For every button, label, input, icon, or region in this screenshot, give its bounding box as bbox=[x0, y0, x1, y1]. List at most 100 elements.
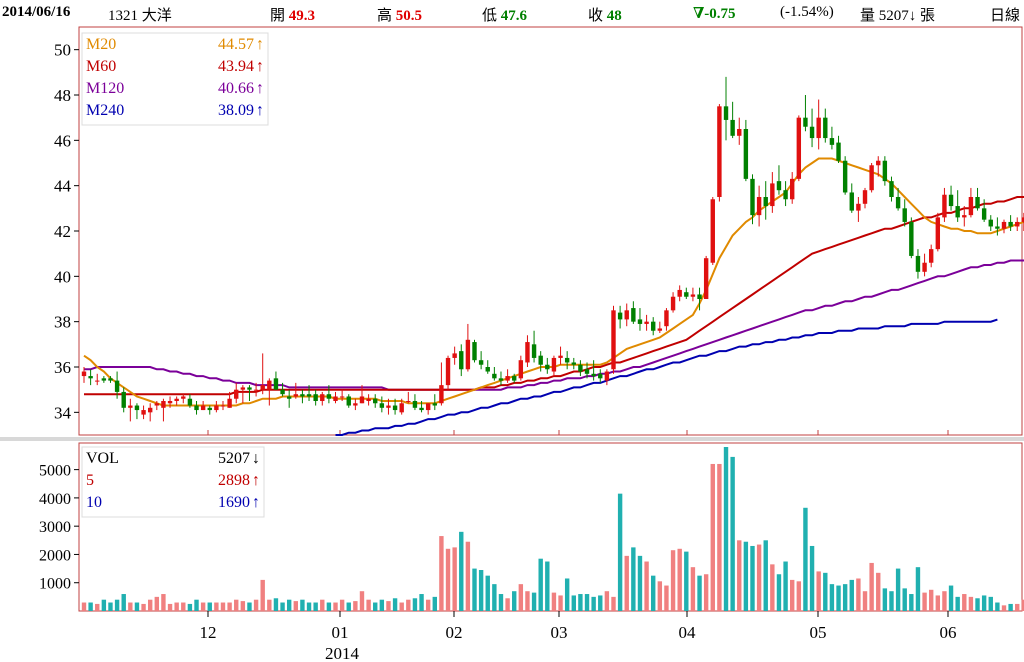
candle-body bbox=[697, 294, 702, 299]
volume-bar bbox=[763, 540, 768, 611]
candle-up bbox=[677, 285, 682, 302]
candle-body bbox=[359, 396, 365, 404]
candle-body bbox=[895, 197, 901, 209]
volume-bar bbox=[419, 594, 424, 611]
candle-body bbox=[373, 398, 378, 404]
candle-body bbox=[968, 197, 974, 216]
candle-body bbox=[128, 405, 133, 408]
candle-body bbox=[1021, 217, 1024, 222]
candle-body bbox=[220, 405, 226, 407]
candle-body bbox=[935, 217, 941, 250]
candle-up bbox=[154, 401, 160, 411]
candle-down bbox=[909, 217, 914, 259]
candle-body bbox=[770, 183, 775, 207]
candle-up bbox=[425, 403, 431, 415]
candle-body bbox=[452, 353, 457, 358]
volume-bar bbox=[240, 601, 246, 611]
candle-body bbox=[551, 357, 557, 372]
volume-bar bbox=[512, 591, 517, 611]
volume-bar bbox=[498, 594, 504, 611]
legend-name: 10 bbox=[86, 494, 102, 511]
candle-down bbox=[743, 119, 749, 182]
volume-bar bbox=[816, 571, 821, 611]
candle-up bbox=[439, 362, 444, 406]
candle-body bbox=[710, 199, 715, 263]
ma60-line bbox=[84, 195, 1024, 396]
candle-body bbox=[161, 401, 166, 408]
volume-bar bbox=[339, 599, 345, 611]
price-legend: M20 44.57 ↑M60 43.94 ↑M120 40.66 ↑M240 38.09 ↑ bbox=[81, 32, 269, 126]
volume-bar bbox=[823, 572, 828, 611]
candle-body bbox=[88, 376, 93, 379]
candle-body bbox=[703, 258, 709, 299]
candle-down bbox=[379, 396, 385, 413]
candle-up bbox=[167, 396, 173, 408]
candle-body bbox=[141, 410, 146, 415]
month-tick-label: 01 bbox=[332, 623, 349, 642]
candle-up bbox=[339, 389, 345, 401]
candle-up bbox=[942, 187, 947, 222]
volume-bar bbox=[425, 599, 431, 611]
volume-bar bbox=[942, 591, 947, 611]
legend-name: 5 bbox=[86, 472, 94, 489]
volume-bar bbox=[962, 594, 967, 611]
candle-body bbox=[690, 294, 696, 297]
candle-down bbox=[902, 199, 907, 227]
volume-bar bbox=[485, 575, 490, 611]
volume-bar bbox=[558, 595, 563, 611]
candle-up bbox=[214, 401, 219, 413]
volume-bar bbox=[591, 596, 596, 611]
volume-bar bbox=[988, 596, 993, 611]
legend-value: 1690 bbox=[218, 494, 250, 511]
candle-down bbox=[108, 376, 113, 383]
volume-bar bbox=[842, 584, 848, 611]
legend-value: 44.57 bbox=[218, 36, 254, 53]
candle-body bbox=[584, 369, 590, 374]
volume-bar bbox=[981, 595, 987, 611]
candle-body bbox=[617, 312, 623, 320]
candle-up bbox=[935, 212, 941, 252]
candle-up bbox=[717, 104, 722, 202]
candle-body bbox=[439, 385, 444, 404]
volume-bar bbox=[273, 598, 279, 611]
candle-up bbox=[703, 255, 709, 299]
candle-body bbox=[816, 117, 821, 139]
candle-body bbox=[333, 396, 338, 401]
candle-up bbox=[147, 403, 153, 422]
volume-bar bbox=[902, 588, 907, 611]
candle-body bbox=[379, 403, 385, 408]
candle-body bbox=[776, 181, 782, 191]
candle-body bbox=[803, 117, 808, 127]
candle-down bbox=[545, 357, 550, 374]
candle-down bbox=[88, 369, 93, 386]
candle-up bbox=[220, 401, 226, 411]
candle-body bbox=[419, 407, 424, 411]
candle-body bbox=[862, 190, 868, 204]
candle-body bbox=[459, 351, 464, 370]
candle-body bbox=[399, 403, 404, 413]
candle-up bbox=[399, 398, 404, 415]
candlesticks bbox=[81, 76, 1024, 422]
volume-bar bbox=[730, 456, 735, 611]
candle-body bbox=[366, 398, 371, 401]
price-tick-label: 34 bbox=[54, 403, 72, 422]
volume-bar bbox=[717, 463, 722, 611]
volume-bar bbox=[399, 602, 404, 611]
period-label: 日線 bbox=[990, 8, 1021, 24]
candle-down bbox=[121, 387, 126, 413]
volume-bar bbox=[677, 548, 682, 611]
volume-bar bbox=[856, 578, 861, 611]
high-quote: 高 50.5 bbox=[377, 8, 423, 24]
volume-bar bbox=[247, 602, 252, 611]
candle-body bbox=[181, 396, 186, 399]
volume-bar bbox=[472, 568, 477, 611]
volume-bar bbox=[849, 579, 854, 611]
candle-body bbox=[737, 129, 742, 136]
volume-bar bbox=[928, 589, 934, 611]
candle-body bbox=[651, 321, 656, 331]
legend-name: VOL bbox=[86, 450, 119, 467]
candle-up bbox=[333, 391, 338, 404]
candle-down bbox=[823, 108, 828, 143]
candle-body bbox=[306, 394, 312, 397]
